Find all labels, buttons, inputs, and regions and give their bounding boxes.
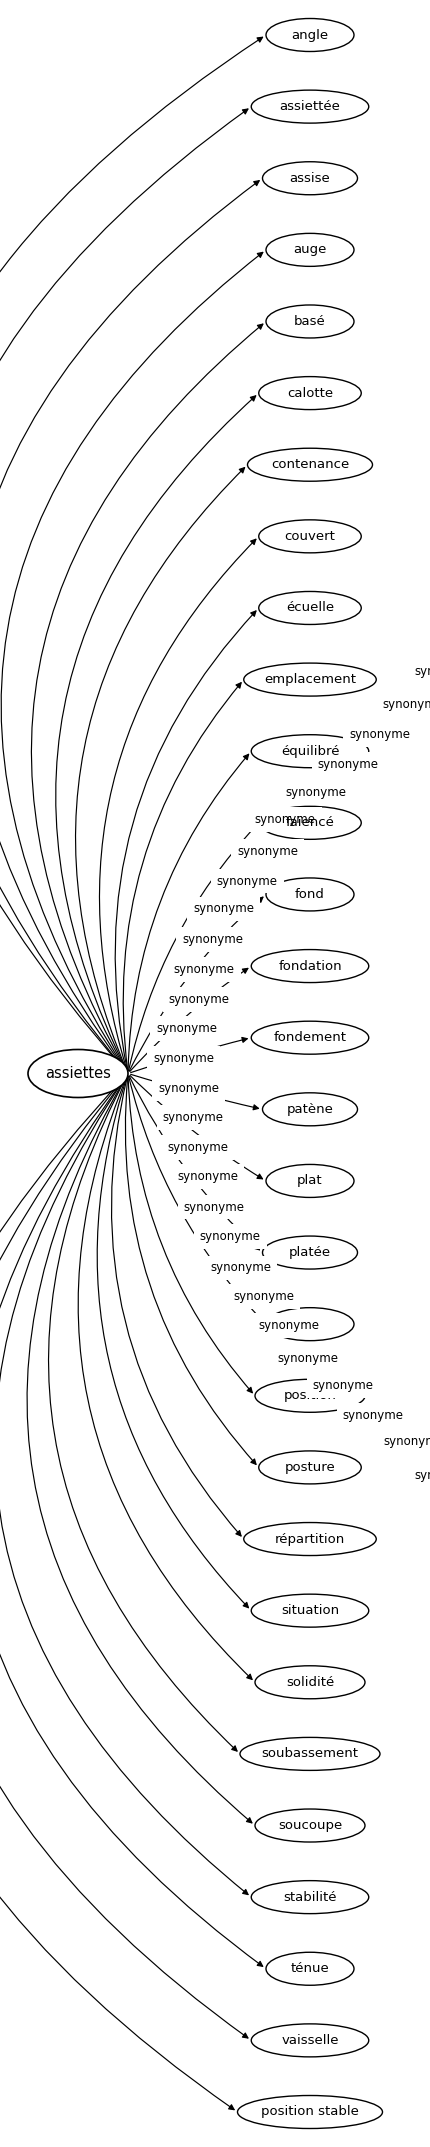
Ellipse shape: [248, 449, 372, 481]
Ellipse shape: [251, 734, 369, 769]
Text: synonyme: synonyme: [182, 934, 243, 947]
Ellipse shape: [251, 1022, 369, 1054]
Text: soucoupe: soucoupe: [278, 1819, 342, 1831]
Ellipse shape: [266, 878, 354, 910]
Ellipse shape: [251, 1595, 369, 1627]
Text: position: position: [283, 1389, 336, 1402]
Text: synonyme: synonyme: [163, 1112, 224, 1125]
Text: ténue: ténue: [291, 1962, 329, 1975]
Text: synonyme: synonyme: [200, 1230, 261, 1243]
Text: synonyme: synonyme: [184, 1200, 245, 1213]
Text: emplacement: emplacement: [264, 674, 356, 687]
Ellipse shape: [266, 19, 354, 52]
Text: synonyme: synonyme: [169, 994, 230, 1007]
Text: synonyme: synonyme: [154, 1052, 214, 1065]
Ellipse shape: [251, 90, 369, 122]
Ellipse shape: [266, 234, 354, 266]
Text: stabilité: stabilité: [283, 1892, 337, 1904]
Ellipse shape: [244, 1522, 376, 1557]
Text: synonyme: synonyme: [349, 728, 410, 741]
Text: soubassement: soubassement: [261, 1748, 359, 1761]
Text: assiettes: assiettes: [45, 1067, 111, 1080]
Ellipse shape: [259, 520, 361, 552]
Ellipse shape: [251, 1881, 369, 1913]
Text: synonyme: synonyme: [156, 1022, 217, 1035]
Text: fondement: fondement: [273, 1031, 347, 1043]
Text: synonyme: synonyme: [343, 1408, 403, 1421]
Ellipse shape: [28, 1050, 128, 1097]
Text: solidité: solidité: [286, 1677, 334, 1690]
Text: calotte: calotte: [287, 386, 333, 399]
Text: écuelle: écuelle: [286, 601, 334, 614]
Text: synonyme: synonyme: [210, 1262, 271, 1275]
Text: synonyme: synonyme: [414, 1469, 430, 1481]
Text: posture: posture: [285, 1460, 335, 1473]
Text: faïencé: faïencé: [286, 816, 335, 829]
Text: synonyme: synonyme: [313, 1378, 374, 1391]
Ellipse shape: [266, 305, 354, 337]
Ellipse shape: [266, 1308, 354, 1340]
Ellipse shape: [259, 1451, 361, 1484]
Text: patène: patène: [286, 1104, 333, 1116]
Text: situation: situation: [281, 1604, 339, 1617]
Text: synonyme: synonyme: [177, 1170, 238, 1183]
Text: synonyme: synonyme: [414, 666, 430, 678]
Text: synonyme: synonyme: [174, 964, 235, 977]
Ellipse shape: [255, 1810, 365, 1842]
Text: contenance: contenance: [271, 457, 349, 470]
Ellipse shape: [255, 1378, 365, 1413]
Text: auge: auge: [293, 243, 327, 255]
Ellipse shape: [266, 1952, 354, 1986]
Text: assise: assise: [290, 172, 330, 185]
Text: couvert: couvert: [285, 530, 335, 543]
Text: synonyme: synonyme: [382, 698, 430, 711]
Ellipse shape: [244, 663, 376, 696]
Text: équilibré: équilibré: [281, 745, 339, 758]
Text: synonyme: synonyme: [237, 846, 298, 859]
Ellipse shape: [259, 590, 361, 625]
Text: synonyme: synonyme: [286, 786, 347, 799]
Text: vaisselle: vaisselle: [281, 2033, 339, 2046]
Ellipse shape: [255, 1666, 365, 1698]
Ellipse shape: [259, 376, 361, 410]
Text: synonyme: synonyme: [233, 1290, 295, 1303]
Text: synonyme: synonyme: [318, 758, 379, 771]
Text: synonyme: synonyme: [217, 874, 278, 887]
Text: assiettée: assiettée: [280, 101, 341, 114]
Ellipse shape: [251, 949, 369, 983]
Text: plat: plat: [297, 1174, 323, 1187]
Text: platée: platée: [289, 1245, 331, 1258]
Ellipse shape: [266, 1164, 354, 1198]
Ellipse shape: [240, 1737, 380, 1771]
Text: position stable: position stable: [261, 2106, 359, 2119]
Text: basé: basé: [294, 316, 326, 328]
Text: synonyme: synonyme: [158, 1082, 219, 1095]
Ellipse shape: [262, 161, 357, 195]
Text: synonyme: synonyme: [255, 814, 316, 827]
Text: synonyme: synonyme: [258, 1320, 319, 1333]
Text: fondation: fondation: [278, 960, 342, 973]
Ellipse shape: [259, 807, 361, 839]
Text: posé: posé: [294, 1318, 326, 1331]
Ellipse shape: [251, 2025, 369, 2057]
Text: angle: angle: [292, 28, 329, 41]
Text: synonyme: synonyme: [277, 1353, 338, 1365]
Text: répartition: répartition: [275, 1533, 345, 1546]
Text: synonyme: synonyme: [167, 1140, 228, 1153]
Text: synonyme: synonyme: [193, 902, 254, 915]
Text: fond: fond: [295, 889, 325, 902]
Text: synonyme: synonyme: [384, 1436, 430, 1449]
Ellipse shape: [262, 1093, 357, 1125]
Ellipse shape: [237, 2095, 383, 2128]
Ellipse shape: [262, 1237, 357, 1269]
